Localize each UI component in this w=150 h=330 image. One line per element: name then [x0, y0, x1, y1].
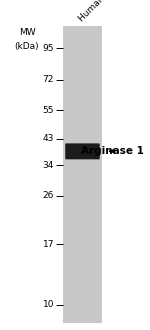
- Text: 34: 34: [43, 161, 54, 170]
- Bar: [63, 26, 102, 323]
- Text: 72: 72: [43, 75, 54, 84]
- Text: (kDa): (kDa): [15, 42, 39, 51]
- Text: 55: 55: [42, 106, 54, 115]
- Text: 43: 43: [43, 134, 54, 143]
- Text: 17: 17: [42, 240, 54, 249]
- Text: MW: MW: [19, 28, 35, 37]
- Text: 95: 95: [42, 44, 54, 53]
- Text: Arginase 1: Arginase 1: [81, 146, 144, 156]
- Text: Human liver: Human liver: [77, 0, 122, 24]
- Text: 10: 10: [42, 300, 54, 309]
- Text: 26: 26: [43, 191, 54, 200]
- FancyBboxPatch shape: [65, 143, 100, 159]
